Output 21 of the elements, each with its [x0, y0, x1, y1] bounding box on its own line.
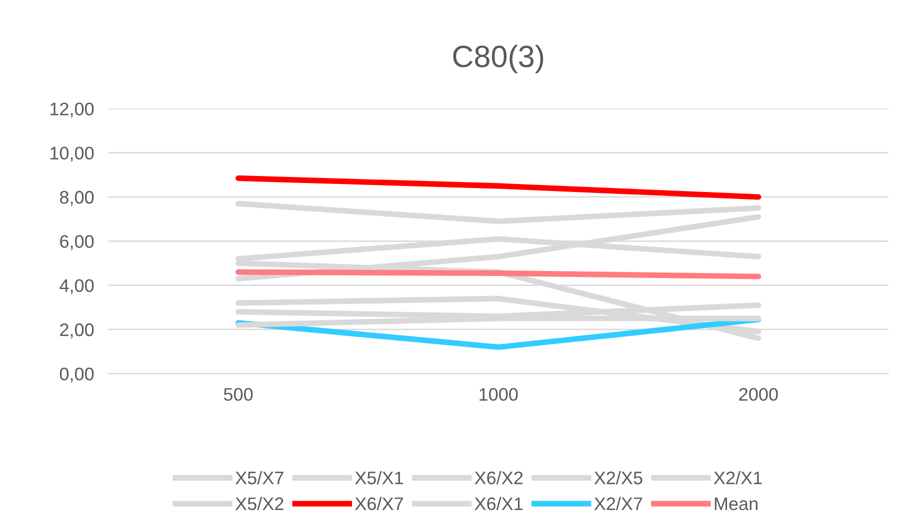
legend-label: X2/X7: [594, 496, 642, 510]
legend-label: X6/X7: [355, 496, 403, 510]
legend-label: X2/X1: [714, 471, 762, 484]
x-tick-label: 500: [224, 388, 253, 401]
legend-label: X6/X2: [474, 471, 523, 484]
x-tick-label: 1000: [480, 388, 518, 401]
y-tick-label: 2,00: [60, 323, 94, 338]
legend-label: Mean: [714, 498, 758, 510]
legend-label: X5/X1: [355, 471, 403, 484]
legend-label: X5/X7: [235, 471, 284, 484]
y-tick-label: 0,00: [60, 368, 94, 383]
x-tick-label: 2000: [739, 388, 778, 401]
y-tick-label: 4,00: [60, 279, 94, 294]
legend-label: X5/X2: [235, 496, 284, 510]
y-tick-label: 8,00: [60, 190, 94, 206]
y-tick-label: 12,00: [50, 102, 94, 118]
chart-title: C80(3): [453, 44, 544, 74]
legend-label: X6/X1: [474, 496, 523, 510]
y-tick-label: 10,00: [50, 146, 94, 162]
legend-label: X2/X5: [594, 471, 642, 484]
y-tick-label: 6,00: [60, 235, 94, 250]
